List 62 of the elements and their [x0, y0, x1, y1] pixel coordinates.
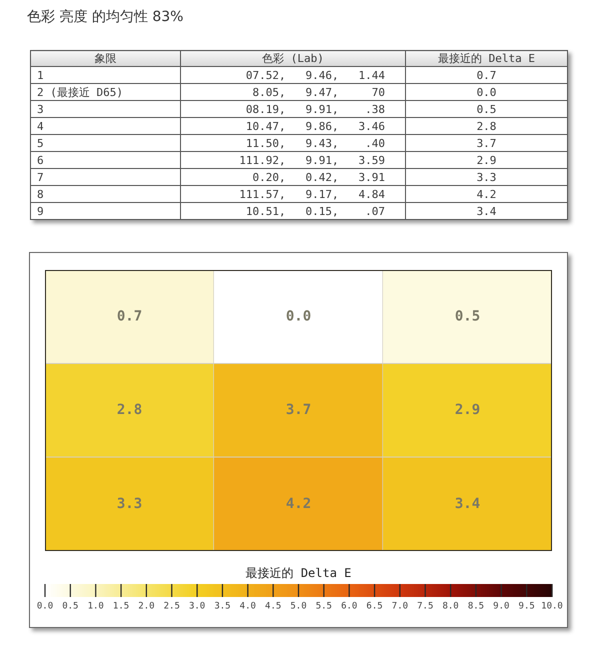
color-bar-label: 4.0: [240, 601, 256, 612]
text: 4.2: [476, 188, 496, 200]
data-label: 4.2: [286, 496, 312, 512]
category-label: 2 (最接近 D65): [37, 86, 123, 98]
color-bar-label: 5.0: [290, 601, 307, 612]
data-label: 3.3: [116, 496, 142, 512]
text: 3.3: [476, 170, 496, 184]
text: 0.20, 0.42, 3.91: [252, 170, 385, 184]
text: 象限: [30, 50, 180, 66]
color-bar-label: 10.0: [541, 601, 563, 612]
text: 07.52, 9.46, 1.44: [246, 68, 385, 82]
category-label: 4: [37, 120, 44, 132]
text: 111.57, 9.17, 4.84: [239, 188, 385, 200]
color-bar-label: 1.5: [112, 601, 130, 612]
category-label: 7: [37, 170, 44, 184]
text: 10.47, 9.86, 3.46: [246, 120, 385, 132]
data-label: 2.8: [116, 402, 142, 418]
text: 8.05, 9.47, 70: [252, 86, 385, 98]
category-label: 1: [37, 68, 44, 82]
color-bar-label: 5.5: [316, 601, 332, 612]
category-label: 色彩 (Lab): [180, 50, 406, 66]
color-bar-title: 最接近的 Delta E: [246, 566, 352, 580]
text: 2.9: [476, 154, 496, 166]
color-bar-label: 9.0: [493, 601, 510, 612]
data-label: 3.4: [454, 496, 480, 512]
color-bar-label: 3.0: [188, 601, 206, 612]
color-bar-label: 2.0: [138, 601, 155, 612]
color-bar-label: 4.5: [265, 601, 282, 612]
text: 11.50, 9.43, .40: [246, 136, 385, 150]
color-bar-label: 2.5: [164, 601, 180, 612]
text: 3.4: [476, 204, 496, 218]
text: 0.7: [476, 68, 496, 82]
category-label: 最接近的 Delta E: [406, 50, 568, 66]
text: 色彩 亮度 的均匀性 83%: [27, 8, 184, 26]
text: 3.7: [476, 136, 496, 150]
data-label: 2.9: [454, 402, 480, 418]
color-bar-label: 3.5: [214, 601, 231, 612]
color-bar-label: 6.0: [341, 601, 358, 612]
color-bar-label: 7.5: [417, 601, 434, 612]
category-label: 8: [37, 188, 44, 200]
text: 111.92, 9.91, 3.59: [239, 154, 385, 166]
data-label: 0.0: [286, 308, 312, 324]
data-label: 3.7: [286, 402, 312, 418]
data-label: 0.7: [116, 308, 142, 324]
data-label: 0.5: [454, 308, 480, 324]
category-label: 3: [37, 102, 44, 116]
text: 0.0: [476, 86, 496, 98]
text: 08.19, 9.91, .38: [246, 102, 385, 116]
color-bar-label: 7.0: [392, 601, 408, 612]
color-bar-label: 0.0: [36, 601, 54, 612]
category-label: 5: [37, 136, 44, 150]
color-bar-label: 0.5: [62, 601, 78, 612]
color-bar-label: 1.0: [88, 601, 104, 612]
text: 10.51, 0.15, .07: [246, 204, 385, 218]
color-bar-label: 6.5: [366, 601, 383, 612]
color-bar-label: 8.0: [442, 601, 459, 612]
color-bar-label: 8.5: [468, 601, 484, 612]
text: 2.8: [476, 120, 496, 132]
text: 0.5: [476, 102, 496, 116]
category-label: 9: [37, 204, 44, 218]
category-label: 6: [37, 154, 44, 166]
color-bar-label: 9.5: [518, 601, 535, 612]
